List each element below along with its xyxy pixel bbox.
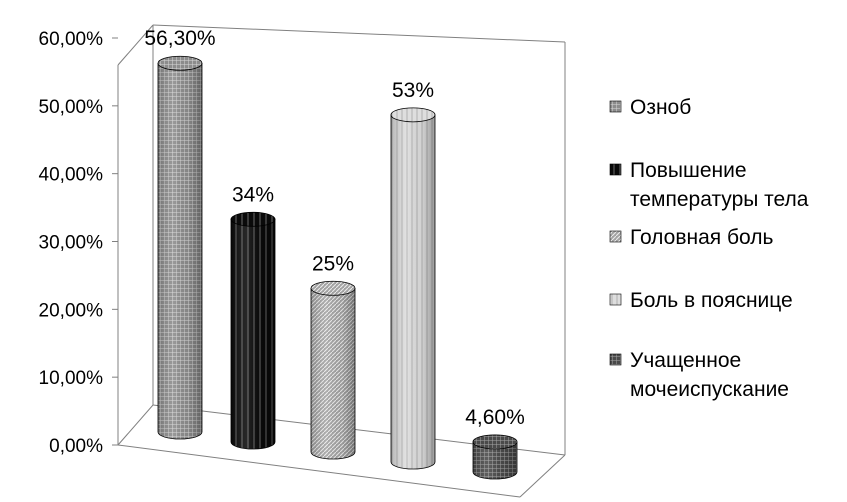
back-wall-top-left: [117, 24, 154, 66]
bar-cylinder: [230, 211, 276, 450]
legend-label: Учащенное: [630, 349, 741, 372]
bar-shading: [473, 441, 517, 479]
bar-shading: [158, 63, 202, 439]
legend-item: Головная боль: [609, 226, 773, 249]
bar-shading: [311, 288, 355, 459]
legend-swatch: [609, 293, 622, 306]
legend-swatch: [609, 353, 622, 366]
legend-label: температуры тела: [630, 188, 809, 211]
bar-shading: [391, 114, 435, 469]
data-label: 53%: [392, 79, 434, 102]
bar-cylinder: [390, 107, 436, 470]
y-tick-label: 10,00%: [39, 368, 104, 389]
data-labels: 56,30% 34% 25% 53% 4,60%: [144, 27, 524, 429]
legend-label: Головная боль: [630, 226, 773, 249]
data-label: 25%: [312, 252, 354, 275]
bar-cylinder: [472, 434, 518, 480]
legend-label: мочеиспускание: [630, 378, 789, 401]
legend-swatch: [609, 230, 622, 243]
legend-swatch: [609, 100, 622, 113]
legend-label: Озноб: [630, 96, 691, 119]
y-tick-label: 50,00%: [39, 97, 104, 118]
bar-top: [472, 434, 518, 450]
legend-item: Боль в пояснице: [609, 289, 793, 312]
legend-swatch: [609, 163, 622, 176]
bar-cylinder: [310, 280, 356, 460]
legend-item: Учащенное мочеиспускание: [609, 349, 789, 401]
plot-frame: [117, 24, 566, 498]
legend-item: Озноб: [609, 96, 691, 119]
legend: Озноб Повышение температуры тела Головная б…: [609, 96, 809, 401]
bar-top: [390, 107, 436, 123]
data-label: 34%: [232, 183, 274, 206]
y-tick-label: 0,00%: [49, 436, 103, 457]
y-tick-label: 40,00%: [39, 165, 104, 186]
bar-cylinder: [157, 55, 203, 440]
legend-label: Боль в пояснице: [630, 289, 793, 312]
y-axis-ticks: 0,00% 10,00% 20,00% 30,00% 40,00% 50,00% 60,00…: [39, 29, 118, 457]
data-label: 56,30%: [144, 27, 215, 50]
floor-right-edge: [519, 454, 566, 498]
floor-left-edge: [117, 404, 154, 446]
y-tick-label: 60,00%: [39, 29, 104, 50]
y-tick-label: 30,00%: [39, 233, 104, 254]
bar-top: [310, 280, 356, 296]
bar-top: [157, 55, 203, 71]
legend-item: Повышение температуры тела: [609, 159, 809, 211]
legend-label: Повышение: [630, 159, 747, 182]
back-wall-top: [152, 24, 566, 43]
floor-front-edge: [117, 444, 521, 498]
bars: [157, 55, 518, 480]
y-tick-label: 20,00%: [39, 300, 104, 321]
data-label: 4,60%: [465, 406, 525, 429]
bar-top: [230, 211, 276, 227]
bar-shading: [231, 219, 275, 449]
